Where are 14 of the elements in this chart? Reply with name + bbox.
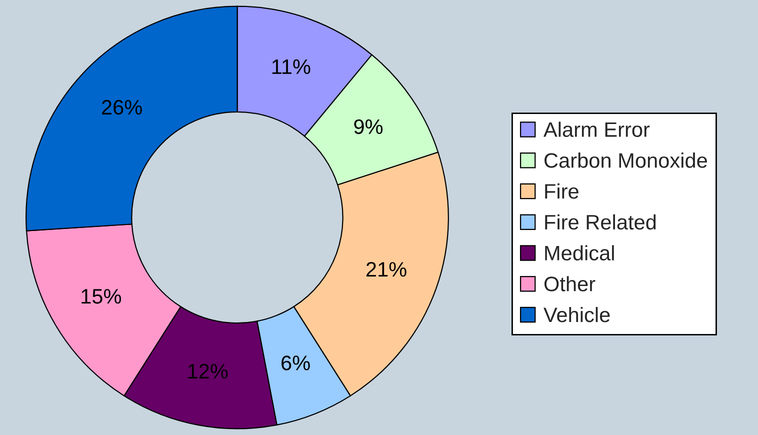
legend-label: Other <box>544 276 596 292</box>
data-label: 6% <box>282 356 310 370</box>
legend-label: Fire Related <box>545 214 656 230</box>
data-label: 12% <box>188 364 228 379</box>
legend-label: Vehicle <box>544 306 610 322</box>
legend-label: Carbon Monoxide <box>544 152 707 168</box>
data-label: 11% <box>272 59 310 74</box>
legend-label: Fire <box>545 183 578 199</box>
data-label: 15% <box>82 289 122 304</box>
data-label: 21% <box>366 262 406 277</box>
data-label: 9% <box>354 119 383 134</box>
legend-label: Alarm Error <box>544 122 650 137</box>
data-label: 26% <box>102 100 142 115</box>
legend-label: Medical <box>545 245 614 260</box>
